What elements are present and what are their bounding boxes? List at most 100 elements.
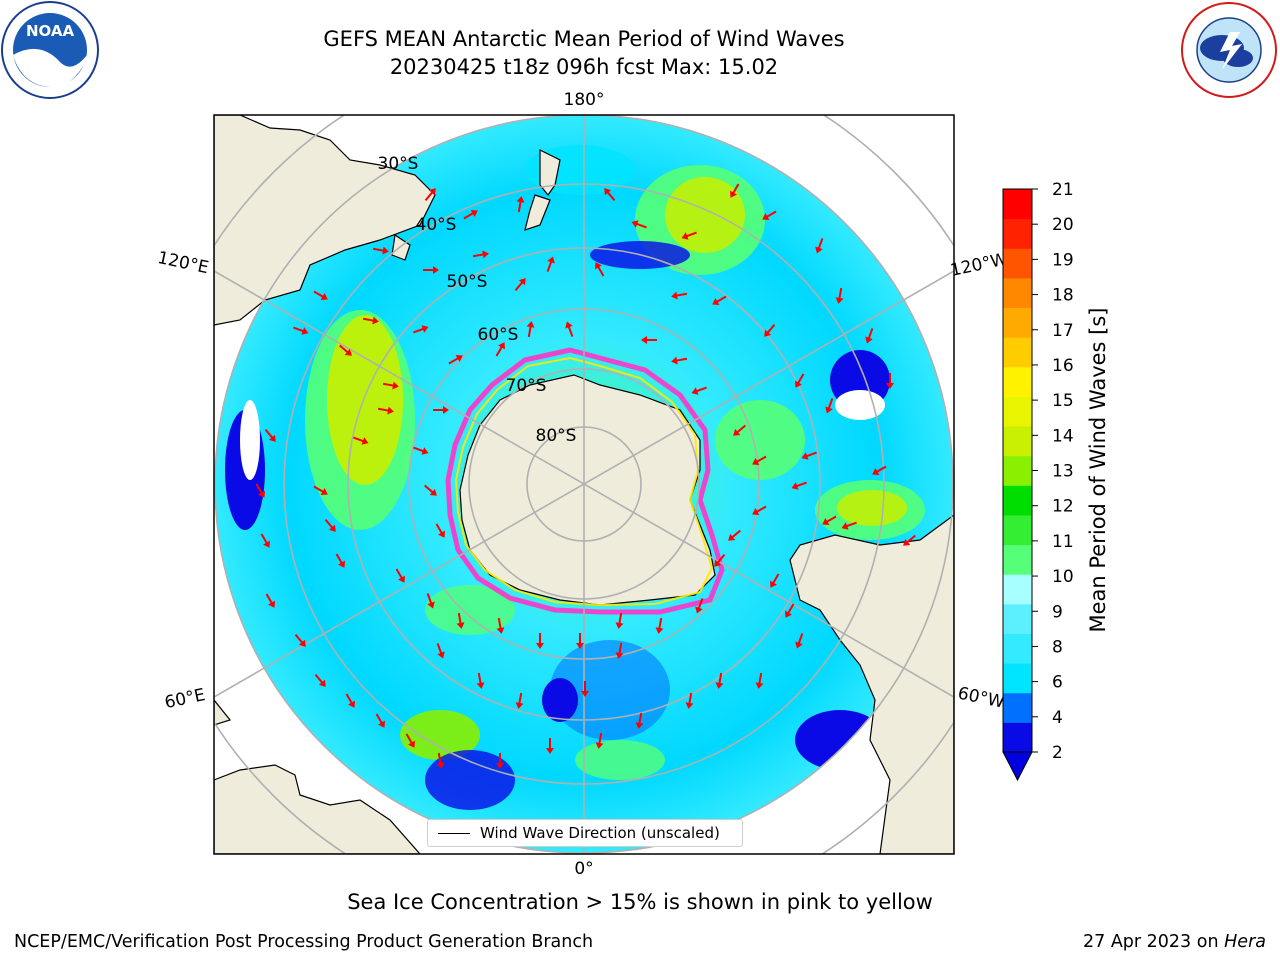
colorbar-segment (1003, 366, 1032, 397)
lon-label-60e: 60°E (163, 685, 207, 713)
footer-date-text: 27 Apr 2023 on (1082, 932, 1219, 952)
lon-label-120e: 120°E (156, 248, 211, 278)
wave-direction-arrow (715, 672, 724, 689)
wave-direction-arrow (762, 210, 777, 220)
wave-direction-arrow (313, 290, 328, 300)
footer-credit: NCEP/EMC/Verification Post Processing Pr… (14, 932, 594, 952)
colorbar-tick-label: 2 (1052, 743, 1063, 763)
legend-text: Wind Wave Direction (unscaled) (480, 824, 720, 842)
wave-direction-arrow (255, 483, 265, 498)
colorbar-tick-label: 13 (1052, 462, 1074, 482)
colorbar-tick-label: 10 (1052, 567, 1074, 587)
wave-direction-arrow (822, 515, 837, 525)
wave-direction-arrow (413, 446, 429, 455)
wave-direction-arrow (752, 455, 767, 465)
wave-direction-arrow (546, 256, 555, 272)
wave-direction-arrow (903, 534, 917, 546)
wave-direction-arrow (714, 553, 726, 567)
colorbar-tick-label: 21 (1052, 180, 1074, 200)
colorbar-segment (1003, 633, 1032, 664)
wave-direction-arrow (631, 220, 647, 229)
wave-direction-arrow (377, 406, 394, 415)
wave-direction-arrow (581, 681, 589, 697)
colorbar-segment (1003, 307, 1032, 338)
wave-direction-arrow (764, 323, 776, 337)
colorbar-segment (1003, 426, 1032, 457)
wave-direction-arrow (265, 593, 275, 608)
wave-direction-arrow (335, 553, 345, 568)
colorbar-tick-label: 14 (1052, 426, 1074, 446)
map-title: GEFS MEAN Antarctic Mean Period of Wind … (323, 27, 845, 51)
wave-direction-arrow (324, 518, 336, 532)
wave-direction-arrow (795, 373, 805, 388)
wave-direction-arrow (752, 505, 767, 515)
colorbar-segment (1003, 603, 1032, 634)
lon-label-120w: 120°W (949, 249, 1010, 281)
arrow-legend: Wind Wave Direction (unscaled) (427, 819, 743, 847)
wave-direction-arrow (712, 295, 727, 305)
colorbar-segment (1003, 277, 1032, 309)
wave-direction-arrow (294, 633, 306, 647)
wave-direction-arrow (695, 598, 704, 614)
wave-direction-arrow (516, 196, 525, 213)
wave-direction-arrow (313, 485, 328, 495)
colorbar-segment (1003, 722, 1032, 753)
wave-direction-arrow (433, 406, 449, 414)
wave-direction-arrow (770, 573, 780, 588)
colorbar-segment (1003, 337, 1032, 368)
colorbar-segment (1003, 574, 1032, 605)
colorbar-tick-label: 17 (1052, 321, 1074, 341)
footer-date: 27 Apr 2023 on Hera (1083, 932, 1266, 952)
colorbar-tick-label: 16 (1052, 356, 1074, 376)
wave-direction-arrow (641, 336, 657, 344)
wave-direction-arrow (314, 673, 326, 687)
colorbar-segment (1003, 248, 1032, 279)
wave-direction-arrow (615, 612, 624, 629)
wave-direction-arrow (872, 465, 887, 475)
lat-label-30s: 30°S (378, 154, 419, 174)
colorbar-segment (1003, 189, 1032, 220)
wave-direction-arrow (526, 321, 535, 338)
lon-label-0: 0° (574, 859, 593, 879)
wave-direction-arrow (886, 373, 894, 389)
lon-label-180: 180° (564, 90, 605, 110)
wave-direction-arrow (671, 291, 688, 300)
wave-direction-arrow (536, 633, 544, 649)
wave-direction-arrow (496, 753, 504, 769)
wave-direction-arrow (691, 386, 707, 395)
wave-direction-arrow (372, 246, 389, 255)
wave-direction-arrow (546, 738, 554, 754)
colorbar-segment (1003, 455, 1032, 486)
colorbar-segment (1003, 514, 1032, 546)
wave-direction-arrow (448, 355, 463, 365)
wave-direction-arrow (338, 344, 352, 356)
wave-direction-arrow (436, 752, 445, 769)
graticule (214, 115, 954, 854)
wave-direction-arrow (791, 481, 807, 490)
wave-direction-arrow (595, 732, 604, 749)
wave-direction-arrow (395, 568, 405, 583)
wave-direction-arrow (375, 713, 385, 728)
colorbar-tick-label: 6 (1052, 673, 1063, 693)
wave-direction-arrow (815, 238, 824, 254)
lat-label-50s: 50°S (447, 272, 488, 292)
colorbar-tick-label: 11 (1052, 532, 1074, 552)
colorbar-tick-label: 15 (1052, 391, 1074, 411)
colorbar-label: Mean Period of Wind Waves [s] (1086, 308, 1110, 633)
wave-direction-arrow (476, 672, 485, 689)
wave-direction-arrow (655, 617, 664, 634)
wave-direction-arrow (435, 523, 445, 538)
wave-direction-arrow (345, 693, 355, 708)
colorbar-tick-label: 12 (1052, 497, 1074, 517)
map-frame (213, 114, 955, 855)
wave-direction-arrow (671, 356, 688, 365)
wave-direction-arrow (436, 643, 445, 659)
wave-direction-arrow (728, 529, 742, 541)
wave-direction-arrow (472, 250, 489, 259)
wave-direction-arrow (362, 316, 379, 325)
wave-direction-arrow (515, 692, 524, 709)
map-subtitle: 20230425 t18z 096h fcst Max: 15.02 (389, 55, 779, 79)
colorbar-extend-triangle (1002, 751, 1033, 782)
colorbar-tick-label: 9 (1052, 602, 1063, 622)
wave-direction-arrow (825, 398, 834, 414)
